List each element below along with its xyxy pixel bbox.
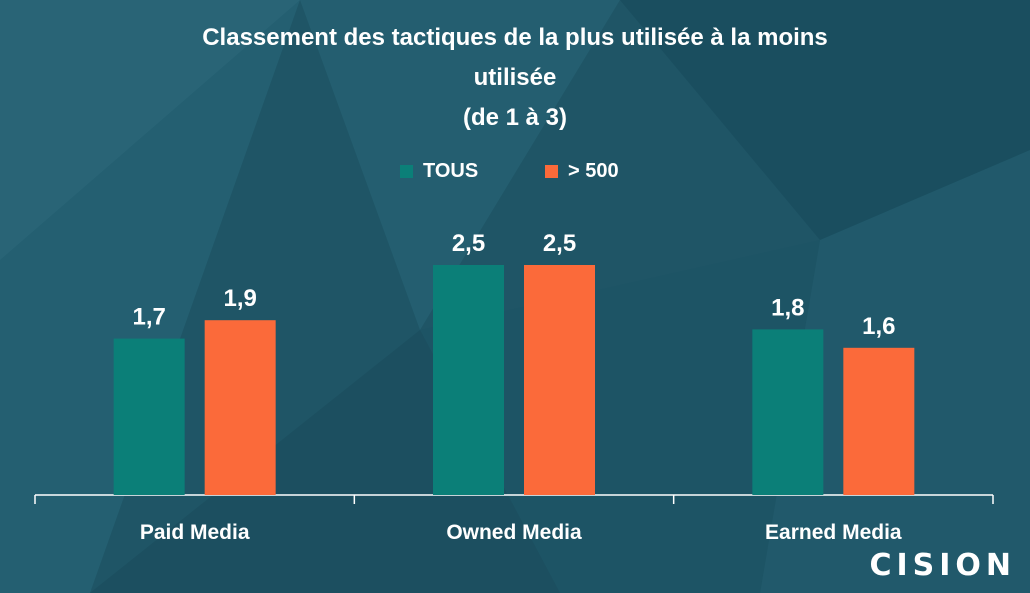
data-label: 1,7 — [132, 304, 165, 331]
chart-title: Classement des tactiques de la plus util… — [100, 18, 930, 138]
data-label: 1,8 — [771, 294, 804, 321]
category-label: Owned Media — [446, 521, 582, 544]
legend-swatch-tous — [400, 165, 413, 178]
bar-tous — [433, 265, 504, 495]
bar-tous — [113, 338, 185, 495]
legend-item-500: > 500 — [545, 160, 619, 183]
data-label: 1,9 — [223, 285, 256, 312]
data-label: 1,6 — [862, 313, 895, 340]
bar-500 — [204, 320, 276, 495]
cision-logo: CISION — [869, 548, 1016, 583]
legend-item-tous: TOUS — [400, 160, 478, 183]
title-line-3: (de 1 à 3) — [462, 104, 568, 131]
legend-label-500: > 500 — [568, 160, 619, 182]
title-line-1: Classement des tactiques de la plus util… — [202, 24, 828, 51]
bar-500 — [843, 347, 915, 495]
category-label: Earned Media — [765, 521, 902, 544]
data-label: 2,5 — [543, 230, 576, 257]
legend-swatch-500 — [545, 165, 558, 178]
title-line-2: utilisée — [473, 64, 557, 91]
bar-tous — [752, 329, 824, 495]
legend: TOUS > 500 — [0, 160, 1030, 188]
category-label: Paid Media — [140, 521, 250, 544]
legend-label-tous: TOUS — [423, 160, 479, 182]
bar-500 — [524, 265, 595, 495]
data-label: 2,5 — [452, 230, 485, 257]
